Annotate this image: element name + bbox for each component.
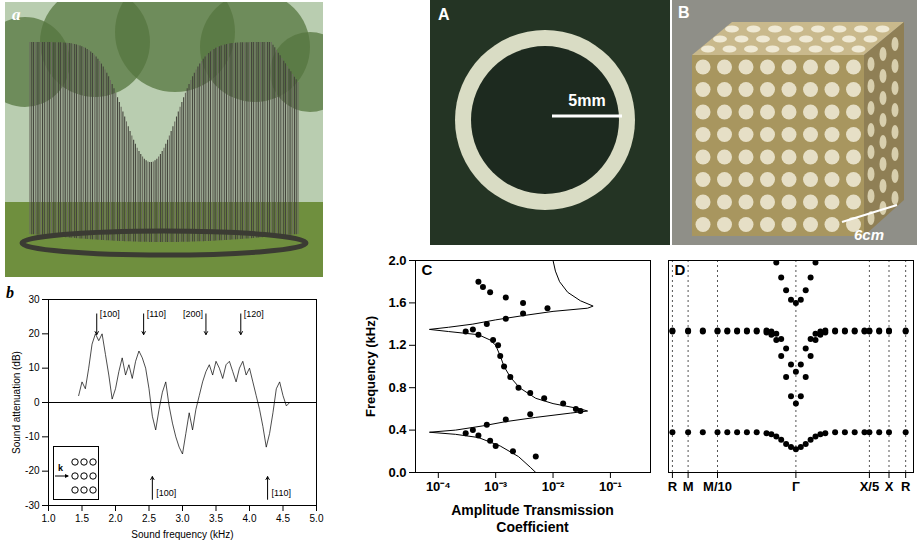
- svg-text:4.5: 4.5: [276, 513, 290, 524]
- svg-text:Γ: Γ: [792, 479, 800, 494]
- svg-text:1.6: 1.6: [388, 295, 406, 310]
- svg-text:10⁻²: 10⁻²: [542, 479, 565, 494]
- svg-text:10⁻³: 10⁻³: [484, 479, 507, 494]
- svg-text:0: 0: [34, 397, 40, 408]
- svg-text:6cm: 6cm: [854, 226, 884, 243]
- svg-text:-10: -10: [25, 431, 40, 442]
- svg-text:[200]: [200]: [183, 309, 203, 319]
- svg-text:4.0: 4.0: [243, 513, 257, 524]
- svg-text:2.5: 2.5: [142, 513, 156, 524]
- svg-text:10: 10: [28, 362, 40, 373]
- svg-text:0.0: 0.0: [388, 465, 406, 480]
- svg-text:C: C: [422, 261, 433, 278]
- svg-text:a: a: [12, 5, 21, 24]
- svg-text:Frequency (kHz): Frequency (kHz): [363, 316, 378, 417]
- svg-text:[100]: [100]: [156, 488, 176, 498]
- svg-text:R: R: [668, 479, 678, 494]
- svg-text:[120]: [120]: [244, 309, 264, 319]
- html-text:Amplitude Transmission Coeffic: Amplitude Transmission Coefficient: [451, 502, 614, 535]
- svg-text:X: X: [885, 479, 894, 494]
- svg-text:k: k: [58, 463, 64, 473]
- svg-text:M: M: [683, 479, 694, 494]
- svg-text:2.0: 2.0: [109, 513, 123, 524]
- svg-text:[100]: [100]: [100, 309, 120, 319]
- svg-text:0.4: 0.4: [388, 422, 407, 437]
- svg-text:1.5: 1.5: [75, 513, 89, 524]
- html-text:b: b: [6, 284, 14, 301]
- svg-text:[110]: [110]: [147, 309, 166, 319]
- svg-text:5.0: 5.0: [310, 513, 324, 524]
- svg-text:B: B: [678, 4, 690, 21]
- svg-text:2.0: 2.0: [388, 253, 406, 268]
- svg-text:-30: -30: [25, 500, 40, 511]
- svg-text:Sound attenuation (dB): Sound attenuation (dB): [11, 351, 22, 454]
- svg-text:30: 30: [28, 294, 40, 305]
- svg-text:1.2: 1.2: [388, 337, 406, 352]
- svg-text:0.8: 0.8: [388, 380, 406, 395]
- svg-text:10⁻¹: 10⁻¹: [599, 479, 622, 494]
- svg-text:1.0: 1.0: [42, 513, 56, 524]
- svg-text:Sound frequency (kHz): Sound frequency (kHz): [131, 529, 233, 540]
- svg-text:M/10: M/10: [703, 479, 732, 494]
- svg-text:R: R: [901, 479, 911, 494]
- svg-text:3.5: 3.5: [209, 513, 223, 524]
- svg-text:10⁻⁴: 10⁻⁴: [426, 479, 451, 494]
- svg-text:3.0: 3.0: [176, 513, 190, 524]
- svg-text:X/5: X/5: [860, 479, 880, 494]
- svg-text:20: 20: [28, 328, 40, 339]
- svg-text:A: A: [438, 6, 450, 23]
- svg-text:-20: -20: [25, 465, 40, 476]
- svg-text:[110]: [110]: [272, 488, 291, 498]
- svg-text:5mm: 5mm: [568, 92, 605, 109]
- svg-text:D: D: [675, 261, 686, 278]
